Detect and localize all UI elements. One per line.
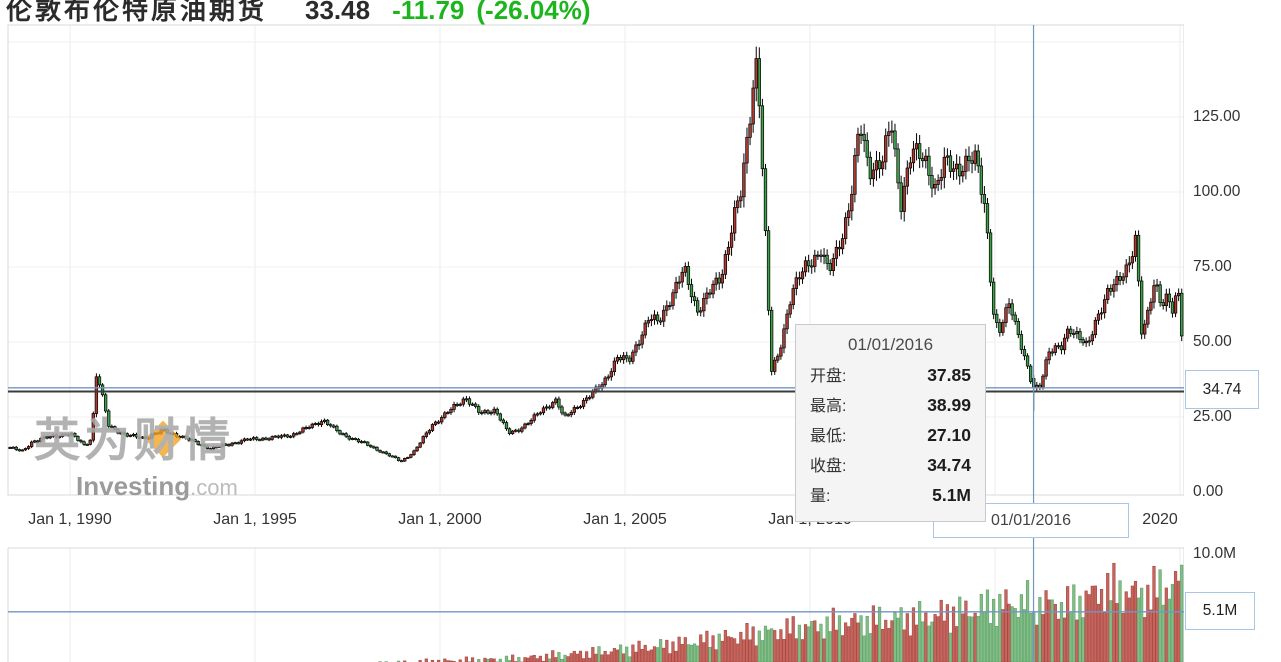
tooltip-open-row: 开盘: 37.85 bbox=[810, 365, 971, 385]
tooltip-volume-row: 量: 5.1M bbox=[810, 485, 971, 505]
tooltip-date: 01/01/2016 bbox=[847, 335, 934, 354]
price-axis-label: 100.00 bbox=[1193, 183, 1241, 200]
x-axis-label: 2020 bbox=[1142, 511, 1178, 528]
price-axis-label: 75.00 bbox=[1193, 258, 1232, 275]
price-axis-label: 0.00 bbox=[1193, 483, 1224, 500]
x-axis-label: Jan 1, 2000 bbox=[398, 511, 482, 528]
price-axis-label: 50.00 bbox=[1193, 333, 1232, 350]
x-axis: Jan 1, 1990 Jan 1, 1995 Jan 1, 2000 Jan 1, … bbox=[0, 511, 1184, 543]
x-axis-label: Jan 1, 1995 bbox=[213, 511, 297, 528]
tooltip-close-row: 收盘: 34.74 bbox=[810, 455, 971, 475]
x-axis-label: Jan 1, 1990 bbox=[28, 511, 112, 528]
volume-axis-label: 10.0M bbox=[1193, 545, 1237, 562]
price-axis: 34.74 5.1M 125.00 100.00 75.00 50.00 25.00 0.… bbox=[1184, 0, 1281, 662]
crosshair-price-box: 34.74 bbox=[1185, 370, 1259, 409]
last-price: 33.48 bbox=[305, 0, 371, 25]
crosshair-volume-box: 5.1M bbox=[1185, 592, 1255, 630]
price-change: -11.79 bbox=[392, 0, 465, 25]
x-axis-label: Jan 1, 2005 bbox=[583, 511, 667, 528]
instrument-title: 伦敦布伦特原油期货 bbox=[6, 0, 268, 25]
tooltip-high-row: 最高: 38.99 bbox=[810, 395, 971, 415]
price-axis-label: 25.00 bbox=[1193, 408, 1232, 425]
ohlc-tooltip: 01/01/2016 开盘: 37.85 最高: 38.99 最低: 27.10 收盘… bbox=[795, 324, 986, 522]
price-axis-label: 125.00 bbox=[1193, 108, 1241, 125]
instrument-header: 伦敦布伦特原油期货 33.48 -11.79 (-26.04%) bbox=[6, 0, 591, 27]
tooltip-low-row: 最低: 27.10 bbox=[810, 425, 971, 445]
price-change-percent: (-26.04%) bbox=[476, 0, 591, 25]
